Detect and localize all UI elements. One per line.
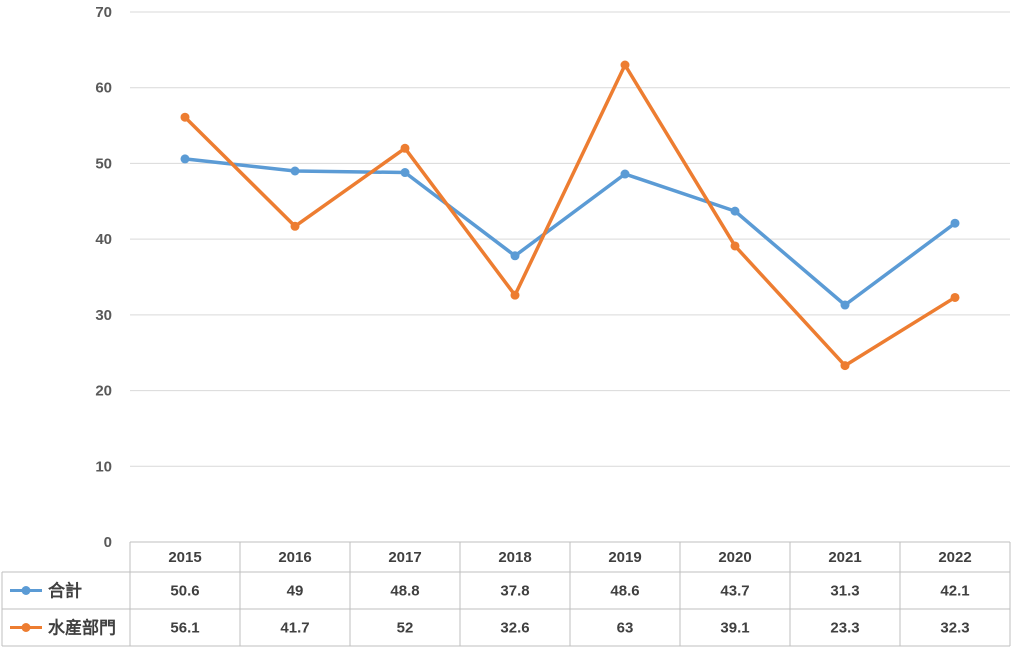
y-axis: 0 10 20 30 40 50 60 70 [95, 4, 112, 551]
data-table-cell: 63 [617, 620, 634, 637]
data-table-cell: 43.7 [720, 583, 749, 600]
data-point [620, 60, 630, 70]
x-tick-label: 2016 [278, 549, 311, 566]
data-table-cell: 52 [397, 620, 414, 637]
data-table-cell: 48.6 [610, 583, 639, 600]
data-table-cell: 39.1 [720, 620, 749, 637]
data-point [840, 361, 850, 371]
data-table-cell: 48.8 [390, 583, 419, 600]
x-tick-label: 2015 [168, 549, 201, 566]
data-table-cell: 49 [287, 583, 304, 600]
legend-marker [21, 586, 31, 595]
y-tick-label: 70 [95, 4, 112, 21]
data-point [950, 218, 960, 228]
x-tick-label: 2020 [718, 549, 751, 566]
y-tick-label: 30 [95, 307, 112, 324]
gridlines [130, 11, 1010, 543]
data-point [510, 251, 520, 261]
legend-label: 水産部門 [48, 618, 116, 638]
data-point [400, 168, 410, 178]
data-table-cell: 32.3 [940, 620, 969, 637]
data-table-cell: 56.1 [170, 620, 199, 637]
y-tick-label: 40 [95, 231, 112, 248]
data-point [290, 221, 300, 231]
data-table-cell: 50.6 [170, 583, 199, 600]
y-tick-label: 10 [95, 458, 112, 475]
series-line [183, 157, 957, 307]
data-table-cell: 37.8 [500, 583, 529, 600]
data-table: 2015 2016 2017 2018 2019 2020 2021 2022 合計 50.6 49… [1, 541, 1011, 647]
legend-label: 合計 [48, 581, 82, 601]
series-lines [180, 60, 960, 371]
data-point [290, 166, 300, 176]
legend-marker [21, 623, 31, 632]
x-tick-label: 2019 [608, 549, 641, 566]
x-tick-label: 2022 [938, 549, 971, 566]
data-point [180, 112, 190, 122]
x-tick-label: 2018 [498, 549, 531, 566]
x-tick-label: 2017 [388, 549, 421, 566]
data-table-cell: 31.3 [830, 583, 859, 600]
data-point [950, 292, 960, 302]
y-tick-label: 0 [104, 534, 112, 551]
data-table-cell: 42.1 [940, 583, 969, 600]
data-point [180, 154, 190, 164]
data-point [400, 143, 410, 153]
data-table-cell: 41.7 [280, 620, 309, 637]
series-line [183, 63, 957, 368]
y-tick-label: 20 [95, 383, 112, 400]
y-tick-label: 50 [95, 155, 112, 172]
data-point [730, 241, 740, 251]
data-table-cell: 23.3 [830, 620, 859, 637]
data-point [620, 169, 630, 179]
y-tick-label: 60 [95, 80, 112, 97]
data-point [840, 300, 850, 310]
data-table-cell: 32.6 [500, 620, 529, 637]
data-point [730, 206, 740, 216]
data-point [510, 290, 520, 300]
x-tick-label: 2021 [828, 549, 861, 566]
